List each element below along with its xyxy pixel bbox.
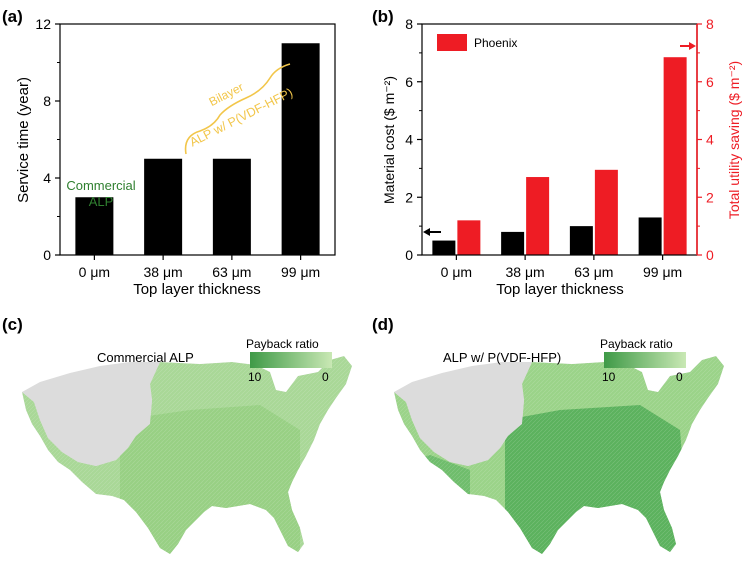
y-tick-label-right: 0 [706, 247, 714, 263]
map-c-colorbar-min: 10 [248, 370, 262, 384]
y-tick-label-left: 6 [405, 74, 413, 90]
bar-service-time [281, 43, 320, 255]
y-tick-label-right: 8 [706, 16, 714, 32]
annotation-bilayer-line2: ALP w/ P(VDF-HFP) [187, 85, 295, 149]
panel-b-ylabel-left: Material cost ($ m⁻²) [381, 76, 397, 204]
x-tick-label: 63 μm [212, 264, 251, 280]
x-tick-label: 99 μm [281, 264, 320, 280]
bar-service-time [212, 158, 251, 255]
y-tick-label-left: 8 [405, 16, 413, 32]
bar-utility-saving [457, 220, 481, 255]
y-tick-label: 0 [43, 247, 51, 263]
panel-a-chart: (a) 0 4 8 12 0 μm 38 μm 63 μm 99 μm Top layer … [2, 7, 336, 298]
y-tick-label: 12 [35, 16, 51, 32]
map-c-colorbar-title: Payback ratio [246, 337, 319, 351]
x-tick-label: 99 μm [643, 264, 682, 280]
panel-b-chart: (b) 0 2 4 6 8 0 2 4 6 8 0 μm 38 μm 63 μm 99 μm Top … [372, 7, 742, 298]
bar-service-time [144, 158, 183, 255]
y-tick-label: 8 [43, 93, 51, 109]
left-axis-arrow [423, 228, 441, 236]
panel-d-label: (d) [372, 315, 394, 334]
bar-utility-saving [526, 177, 550, 255]
panel-b-label: (b) [372, 7, 394, 26]
map-c-colorbar-max: 0 [322, 370, 329, 384]
map-d-colorbar-min: 10 [602, 370, 616, 384]
panel-a-label: (a) [2, 7, 23, 26]
x-tick-label: 63 μm [574, 264, 613, 280]
map-d-colorbar-max: 0 [676, 370, 683, 384]
x-tick-label: 0 μm [79, 264, 110, 280]
x-tick-label: 38 μm [144, 264, 183, 280]
x-tick-label: 0 μm [441, 264, 472, 280]
y-tick-label-left: 2 [405, 189, 413, 205]
bar-utility-saving [663, 57, 687, 255]
map-c-colorbar [250, 352, 332, 368]
annotation-bilayer-line1: Bilayer [207, 80, 246, 109]
y-tick-label-left: 4 [405, 132, 413, 148]
panel-c-label: (c) [2, 315, 23, 334]
y-tick-label-right: 6 [706, 74, 714, 90]
panel-a-ylabel: Service time (year) [15, 77, 32, 203]
map-c-title: Commercial ALP [97, 350, 194, 365]
map-d-colorbar-title: Payback ratio [600, 337, 673, 351]
legend-label: Phoenix [474, 36, 517, 50]
panel-a-xlabel: Top layer thickness [133, 281, 261, 298]
bar-material-cost [638, 217, 662, 255]
annotation-commercial-line2: ALP [89, 194, 114, 209]
bar-material-cost [501, 231, 525, 255]
map-d-colorbar [604, 352, 686, 368]
y-tick-label-right: 4 [706, 132, 714, 148]
bar-material-cost [569, 226, 593, 255]
annotation-bilayer-brace [184, 63, 291, 155]
y-tick-label-right: 2 [706, 189, 714, 205]
y-tick-label: 4 [43, 170, 51, 186]
panel-b-ylabel-right: Total utility saving ($ m⁻²) [726, 61, 742, 219]
legend-swatch [437, 34, 467, 51]
y-tick-label-left: 0 [405, 247, 413, 263]
bar-material-cost [432, 240, 456, 255]
panel-b-xlabel: Top layer thickness [496, 281, 624, 298]
map-d-title: ALP w/ P(VDF-HFP) [443, 350, 561, 365]
bar-service-time [75, 197, 114, 255]
bar-utility-saving [594, 169, 618, 255]
right-axis-arrow [680, 42, 696, 50]
x-tick-label: 38 μm [506, 264, 545, 280]
annotation-commercial-line1: Commercial [66, 178, 135, 193]
